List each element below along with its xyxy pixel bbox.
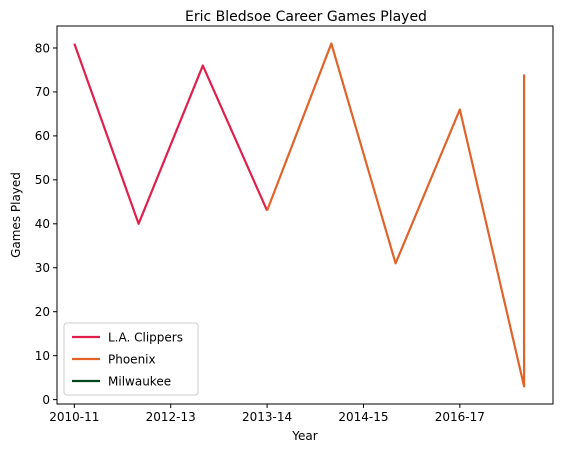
plot-lines xyxy=(73,42,526,388)
y-tick-label: 10 xyxy=(35,349,50,363)
y-tick-label: 0 xyxy=(42,393,50,407)
x-tick-label: 2016-17 xyxy=(435,410,485,424)
legend-box xyxy=(63,322,199,396)
y-tick-label: 60 xyxy=(35,129,50,143)
y-tick-label: 20 xyxy=(35,305,50,319)
y-tick-label: 80 xyxy=(35,41,50,55)
plot-frame xyxy=(56,25,554,405)
x-axis: 2010-11 2012-13 2013-14 2014-15 2016-17 xyxy=(49,404,485,424)
x-tick-label: 2012-13 xyxy=(146,410,196,424)
y-axis: 0 10 20 30 40 50 60 70 80 xyxy=(35,41,57,407)
x-tick-label: 2013-14 xyxy=(242,410,292,424)
y-axis-title: Games Played xyxy=(9,172,23,258)
x-tick-label: 2010-11 xyxy=(49,410,99,424)
legend-label: Milwaukee xyxy=(108,374,171,388)
y-tick-label: 40 xyxy=(35,217,50,231)
y-tick-label: 50 xyxy=(35,173,50,187)
y-tick-label: 70 xyxy=(35,85,50,99)
legend-label: Phoenix xyxy=(108,352,156,366)
x-tick-label: 2014-15 xyxy=(338,410,388,424)
x-axis-title: Year xyxy=(291,429,317,443)
series-line-1 xyxy=(266,42,526,388)
legend-label: L.A. Clippers xyxy=(108,330,183,344)
y-tick-label: 30 xyxy=(35,261,50,275)
series-line-0 xyxy=(73,43,269,225)
chart-title: Eric Bledsoe Career Games Played xyxy=(185,9,427,25)
legend: L.A. Clippers Phoenix Milwaukee xyxy=(63,322,199,396)
